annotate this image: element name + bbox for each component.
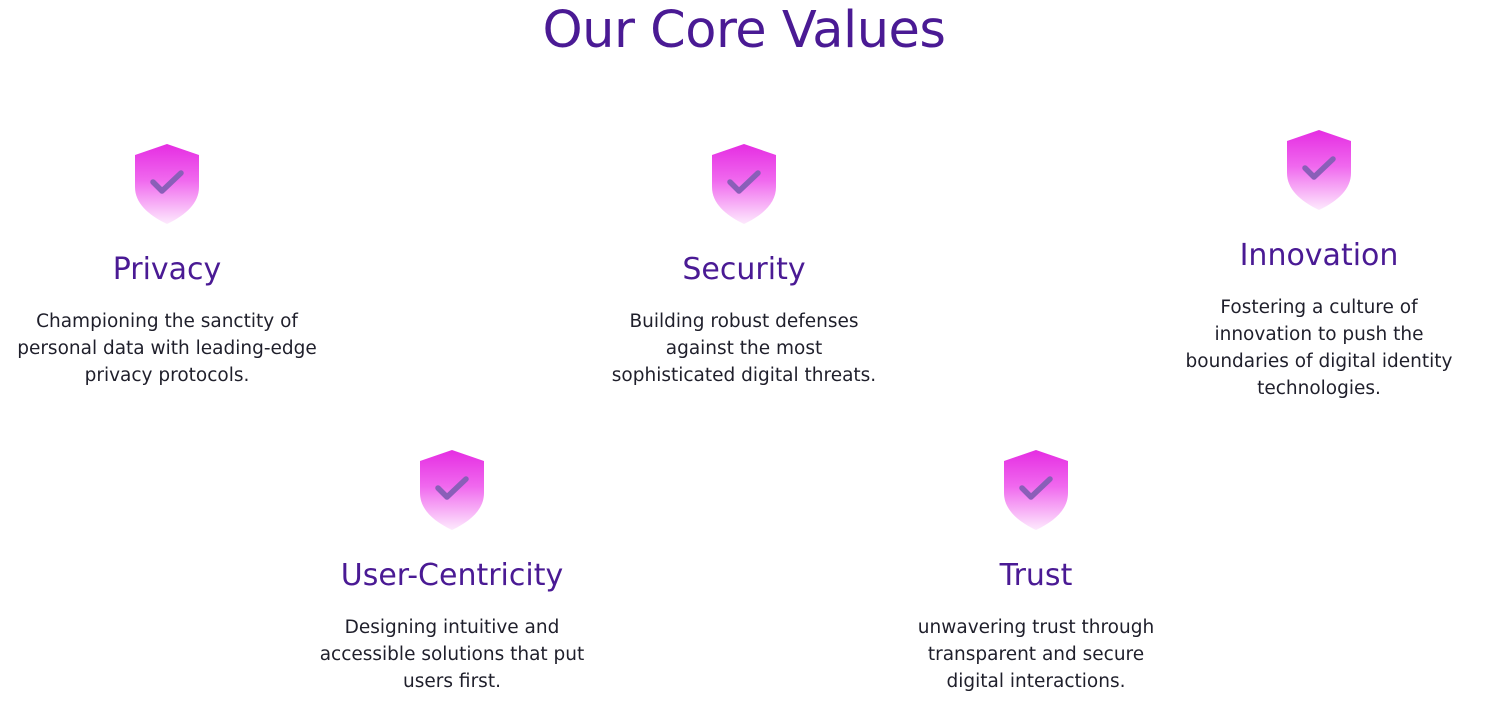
value-card-privacy: Privacy Championing the sanctity of pers… (17, 143, 317, 389)
shield-check-icon (420, 450, 484, 530)
value-card-user-centricity: User-Centricity Designing intuitive and … (302, 449, 602, 695)
value-title: Security (682, 252, 806, 287)
value-description: Building robust defenses against the mos… (611, 311, 877, 386)
value-title: User-Centricity (340, 558, 564, 593)
value-card-trust: Trust unwavering trust through transpare… (886, 449, 1186, 695)
value-title: Trust (999, 558, 1073, 593)
value-description: Designing intuitive and accessible solut… (319, 617, 585, 692)
value-title: Innovation (1239, 238, 1399, 273)
shield-check-icon (1004, 450, 1068, 530)
value-description: unwavering trust through transparent and… (917, 617, 1155, 692)
shield-check-icon (712, 144, 776, 224)
value-description: Championing the sanctity of personal dat… (17, 311, 317, 386)
page-title: Our Core Values (542, 1, 946, 60)
value-card-security: Security Building robust defenses agains… (594, 143, 894, 389)
value-title: Privacy (112, 252, 222, 287)
shield-check-icon (135, 144, 199, 224)
shield-check-icon (1287, 130, 1351, 210)
value-description: Fostering a culture of innovation to pus… (1185, 297, 1453, 399)
value-card-innovation: Innovation Fostering a culture of innova… (1169, 129, 1469, 402)
